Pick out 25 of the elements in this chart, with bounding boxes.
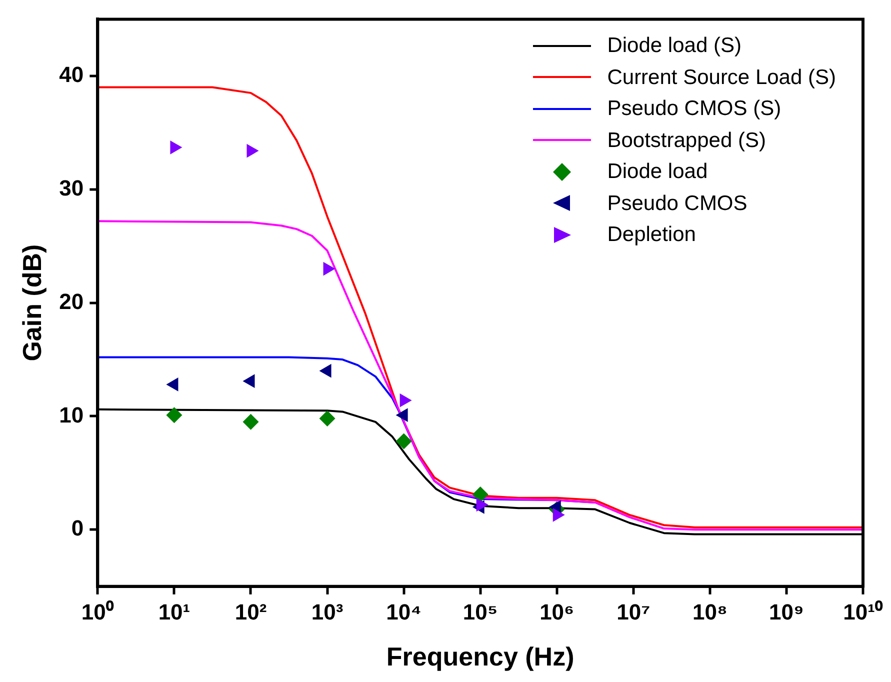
legend-label: Diode load (S) xyxy=(607,33,742,59)
legend-label: Depletion xyxy=(607,222,696,248)
y-tick-label: 20 xyxy=(59,288,84,314)
legend-label: Diode load xyxy=(607,159,708,185)
x-tick-label: 10² xyxy=(234,600,267,625)
x-tick-label: 10⁴ xyxy=(386,600,422,625)
x-axis-title: Frequency (Hz) xyxy=(386,642,574,672)
x-tick-label: 10³ xyxy=(311,600,344,625)
legend-label: Pseudo CMOS (S) xyxy=(607,96,782,122)
y-tick-label: 40 xyxy=(59,62,84,87)
x-tick-label: 10⁰ xyxy=(81,600,114,625)
x-tick-label: 10⁵ xyxy=(462,600,498,625)
y-tick-label: 10 xyxy=(59,402,84,428)
legend-label: Current Source Load (S) xyxy=(607,64,836,90)
x-tick-label: 10⁸ xyxy=(692,600,728,625)
legend-label: Bootstrapped (S) xyxy=(607,128,766,154)
x-tick-label: 10¹ xyxy=(158,600,190,625)
y-axis-title: Gain (dB) xyxy=(16,244,47,362)
x-tick-label: 10¹⁰ xyxy=(843,600,883,625)
legend-label: Pseudo CMOS xyxy=(607,190,748,216)
y-tick-label: 0 xyxy=(71,516,84,541)
y-tick-label: 30 xyxy=(59,175,84,200)
x-tick-label: 10⁹ xyxy=(769,600,804,625)
x-tick-label: 10⁶ xyxy=(540,600,574,625)
x-tick-label: 10⁷ xyxy=(616,600,650,625)
